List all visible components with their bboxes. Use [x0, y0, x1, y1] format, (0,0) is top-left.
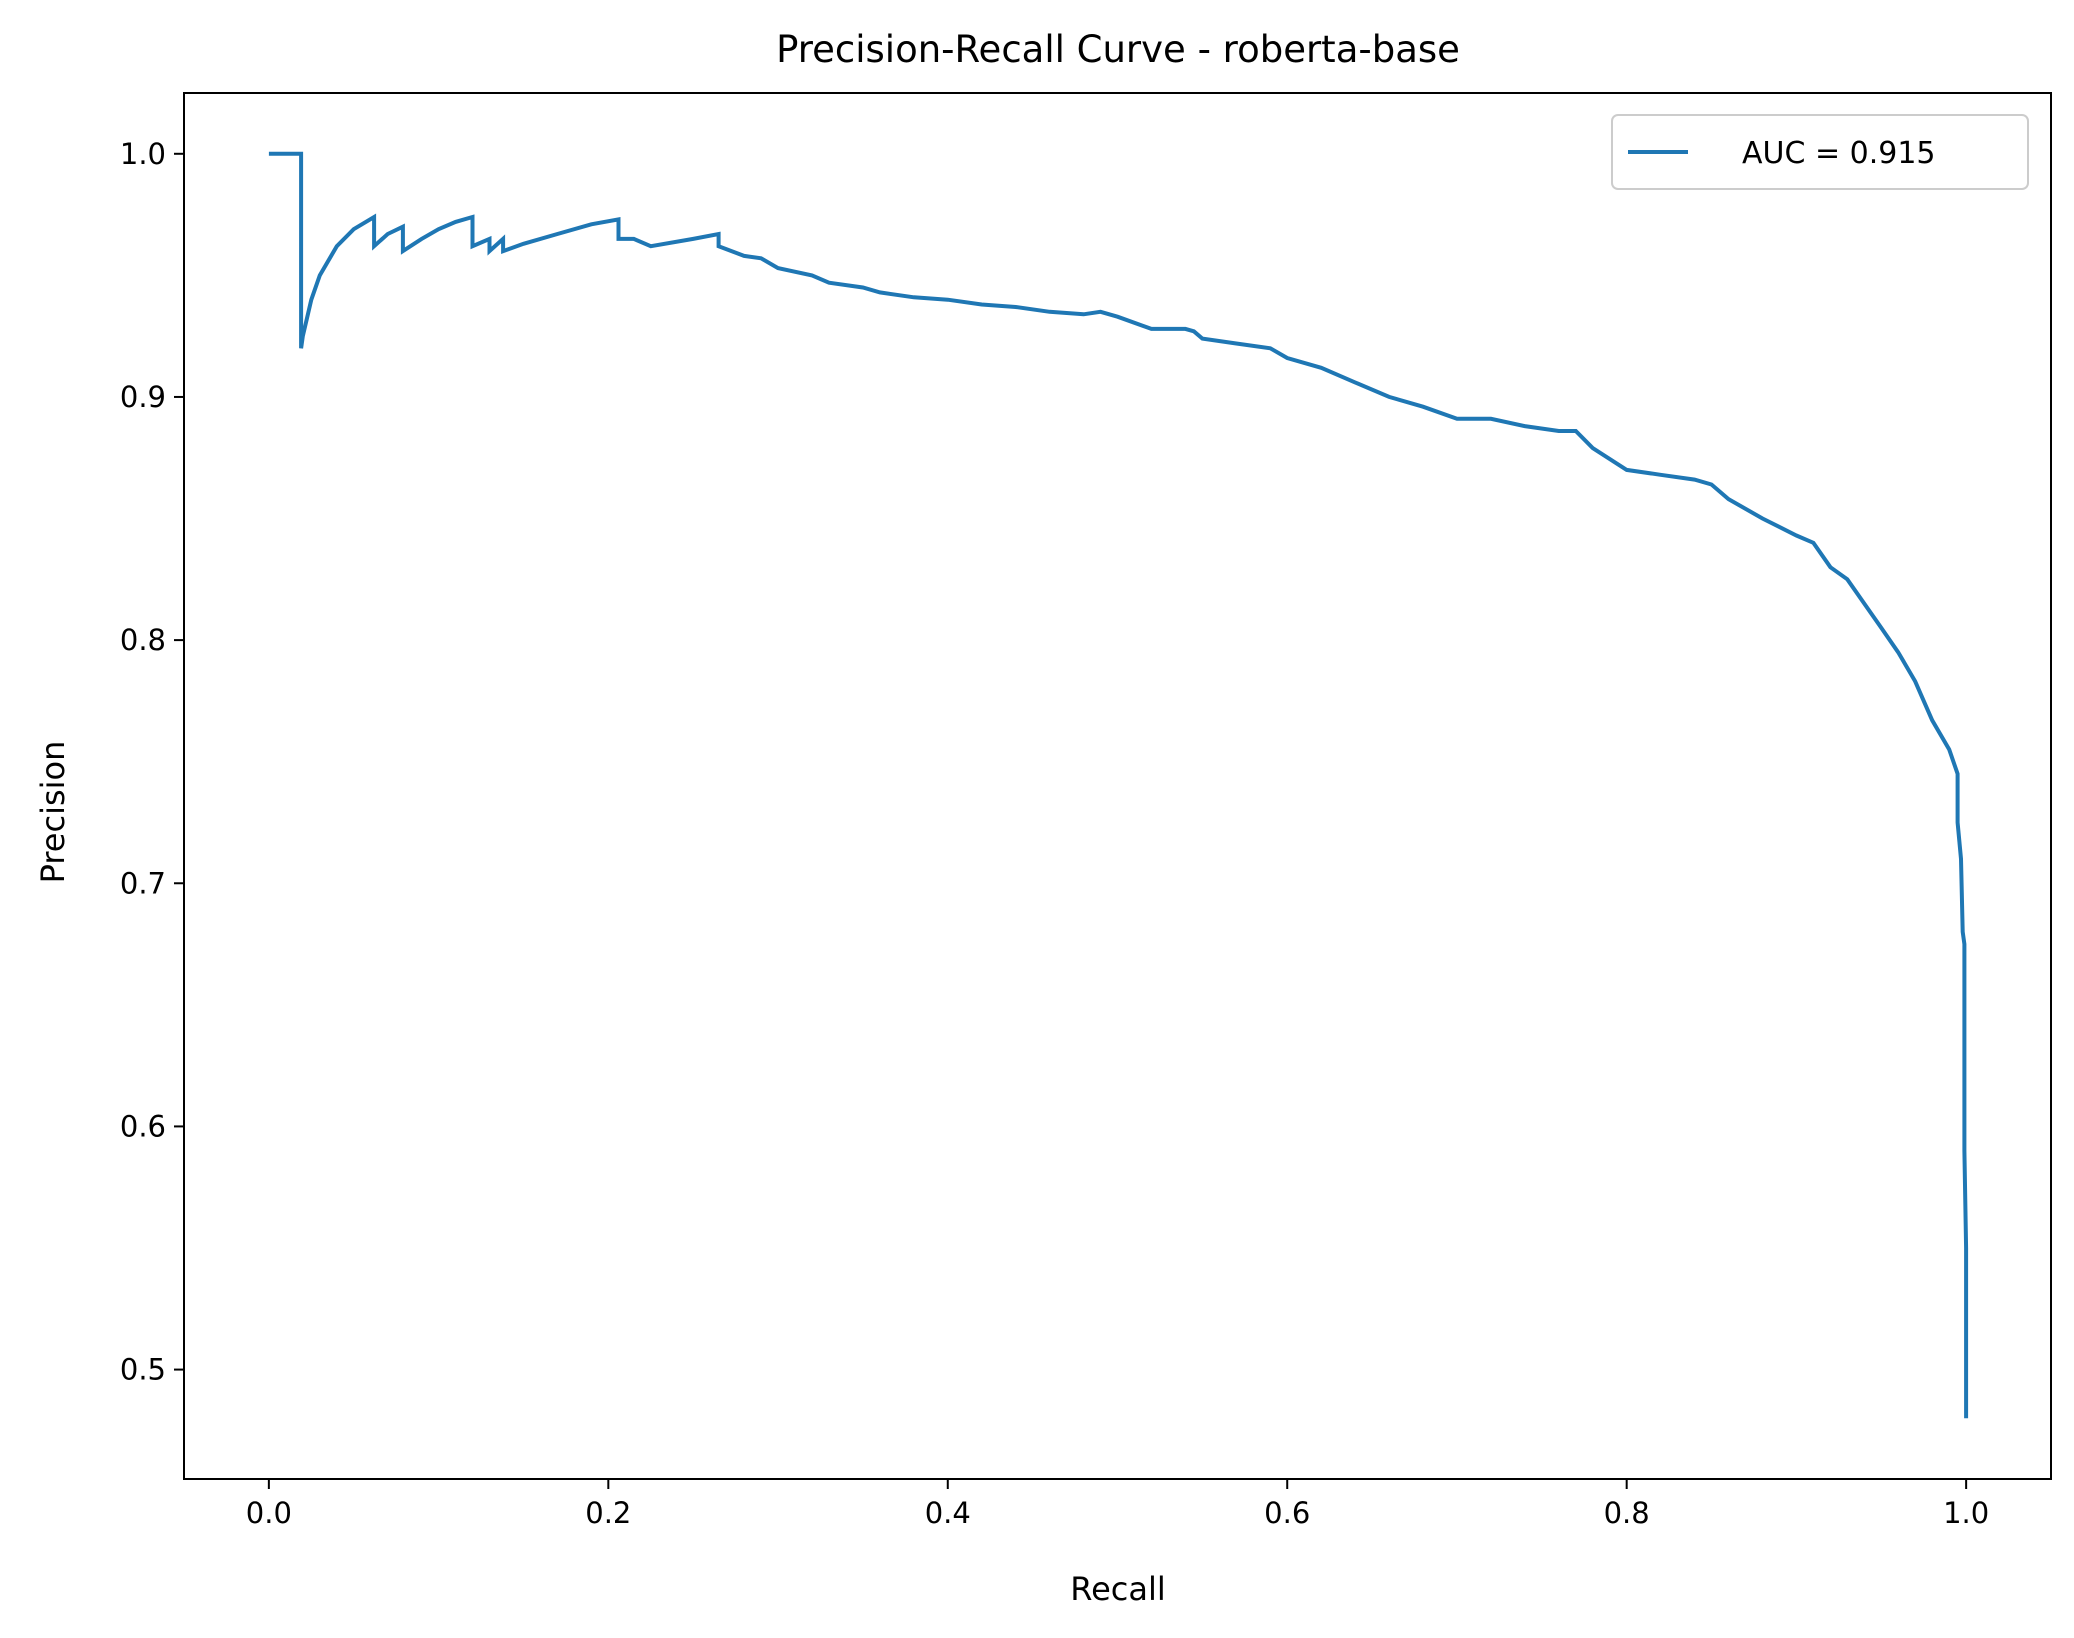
x-tick-label: 0.0 [246, 1496, 292, 1530]
y-tick-label: 1.0 [120, 137, 166, 171]
y-tick-label: 0.7 [120, 866, 166, 900]
legend-label: AUC = 0.915 [1742, 136, 1936, 171]
x-tick-label: 0.8 [1604, 1496, 1650, 1530]
chart-title: Precision-Recall Curve - roberta-base [776, 28, 1460, 71]
y-tick-label: 0.5 [120, 1353, 166, 1387]
x-axis-label: Recall [1070, 1570, 1165, 1608]
axes-frame [183, 92, 2052, 1480]
x-tick-label: 0.2 [585, 1496, 631, 1530]
y-tick-label: 0.9 [120, 380, 166, 414]
series-line [268, 151, 1969, 1419]
x-tick-label: 1.0 [1943, 1496, 1989, 1530]
x-tick-label: 0.6 [1264, 1496, 1310, 1530]
y-tick-label: 0.6 [120, 1109, 166, 1143]
legend-box [1611, 114, 2029, 190]
y-tick-label: 0.8 [120, 623, 166, 657]
y-axis-label: Precision [34, 741, 72, 884]
x-tick-label: 0.4 [925, 1496, 971, 1530]
